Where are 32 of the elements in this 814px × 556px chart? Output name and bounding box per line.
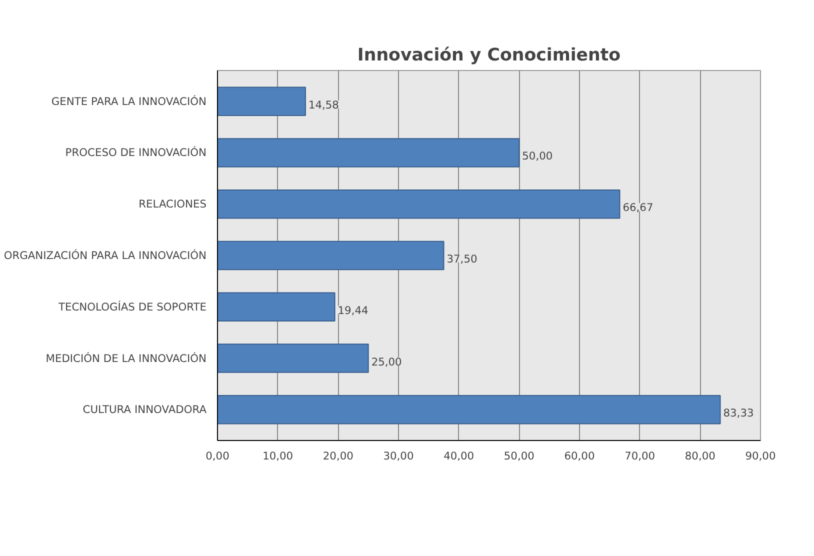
data-label: 83,33 [723, 406, 754, 420]
bar [218, 86, 306, 116]
x-tick-label: 30,00 [383, 450, 414, 462]
data-label: 66,67 [622, 201, 654, 214]
x-tick-label: 10,00 [262, 450, 294, 462]
x-tick-label: 60,00 [564, 450, 595, 462]
x-tick-label: 40,00 [444, 450, 474, 462]
y-tick-label: PROCESO DE INNOVACIÓN [65, 146, 207, 160]
bar [218, 395, 721, 424]
x-tick-label: 90,00 [745, 450, 776, 462]
bar [218, 344, 369, 373]
x-tick-label: 80,00 [684, 450, 716, 462]
data-label: 50,00 [522, 150, 553, 163]
y-tick-label: CULTURA INNOVADORA [82, 403, 208, 416]
data-label: 25,00 [371, 355, 402, 368]
y-tick-label: ORGANIZACIÓN PARA LA INNOVACIÓN [4, 249, 207, 262]
data-label: 14,58 [308, 98, 340, 112]
bar [218, 292, 336, 322]
bar [218, 189, 620, 219]
y-tick-label: RELACIONES [138, 198, 207, 211]
data-label: 19,44 [338, 304, 369, 317]
y-tick-label: GENTE PARA LA INNOVACIÓN [51, 94, 207, 108]
chart-title: Innovación y Conocimiento [357, 46, 621, 66]
bar [218, 240, 444, 270]
x-tick-label: 20,00 [322, 450, 354, 462]
y-tick-label: TECNOLOGÍAS DE SOPORTE [58, 300, 207, 314]
x-tick-label: 50,00 [504, 450, 535, 462]
x-tick-label: 70,00 [624, 450, 656, 462]
data-label: 37,50 [446, 252, 478, 266]
y-tick-label: MEDICIÓN DE LA INNOVACIÓN [46, 352, 207, 365]
x-tick-label: 0,00 [206, 450, 230, 462]
bar [218, 138, 520, 168]
